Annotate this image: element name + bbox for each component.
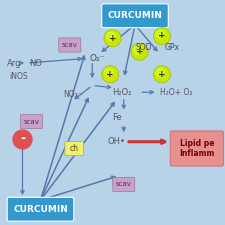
- Text: +: +: [109, 34, 116, 43]
- Text: scav: scav: [116, 182, 132, 187]
- Text: NO: NO: [29, 58, 42, 68]
- FancyBboxPatch shape: [65, 141, 84, 156]
- Circle shape: [133, 46, 142, 54]
- Circle shape: [153, 66, 171, 83]
- Text: scav: scav: [24, 119, 39, 124]
- Text: Lipid pe
Inflamm: Lipid pe Inflamm: [179, 139, 215, 158]
- Text: +: +: [136, 47, 143, 56]
- Text: GPx: GPx: [164, 43, 179, 52]
- Text: H₂O₂: H₂O₂: [112, 88, 132, 97]
- Text: +: +: [158, 32, 166, 40]
- Text: ch: ch: [70, 144, 79, 153]
- Text: CURCUMIN: CURCUMIN: [13, 205, 68, 214]
- FancyBboxPatch shape: [59, 38, 81, 52]
- Text: O₂⁻: O₂⁻: [90, 54, 105, 63]
- Circle shape: [106, 32, 115, 41]
- Circle shape: [156, 68, 164, 77]
- Circle shape: [156, 30, 164, 38]
- Text: +: +: [106, 70, 114, 79]
- FancyBboxPatch shape: [20, 115, 43, 129]
- Text: NO₃⁻: NO₃⁻: [63, 90, 82, 99]
- FancyBboxPatch shape: [170, 131, 223, 166]
- Text: Arg: Arg: [7, 58, 21, 68]
- Text: scav: scav: [62, 42, 78, 48]
- Text: -: -: [20, 132, 25, 145]
- Circle shape: [153, 27, 171, 45]
- FancyBboxPatch shape: [113, 177, 135, 192]
- Text: Fe: Fe: [112, 112, 122, 122]
- Circle shape: [104, 68, 113, 77]
- Text: iNOS: iNOS: [9, 72, 28, 81]
- Text: +: +: [158, 70, 166, 79]
- FancyBboxPatch shape: [7, 197, 74, 221]
- Text: OH•: OH•: [108, 137, 126, 146]
- Text: H₂O+ O₂: H₂O+ O₂: [160, 88, 192, 97]
- Circle shape: [104, 30, 121, 47]
- FancyBboxPatch shape: [102, 4, 168, 28]
- Circle shape: [13, 130, 32, 149]
- Circle shape: [102, 66, 119, 83]
- Text: CURCUMIN: CURCUMIN: [108, 11, 162, 20]
- Circle shape: [131, 43, 148, 60]
- Text: SOD: SOD: [135, 43, 151, 52]
